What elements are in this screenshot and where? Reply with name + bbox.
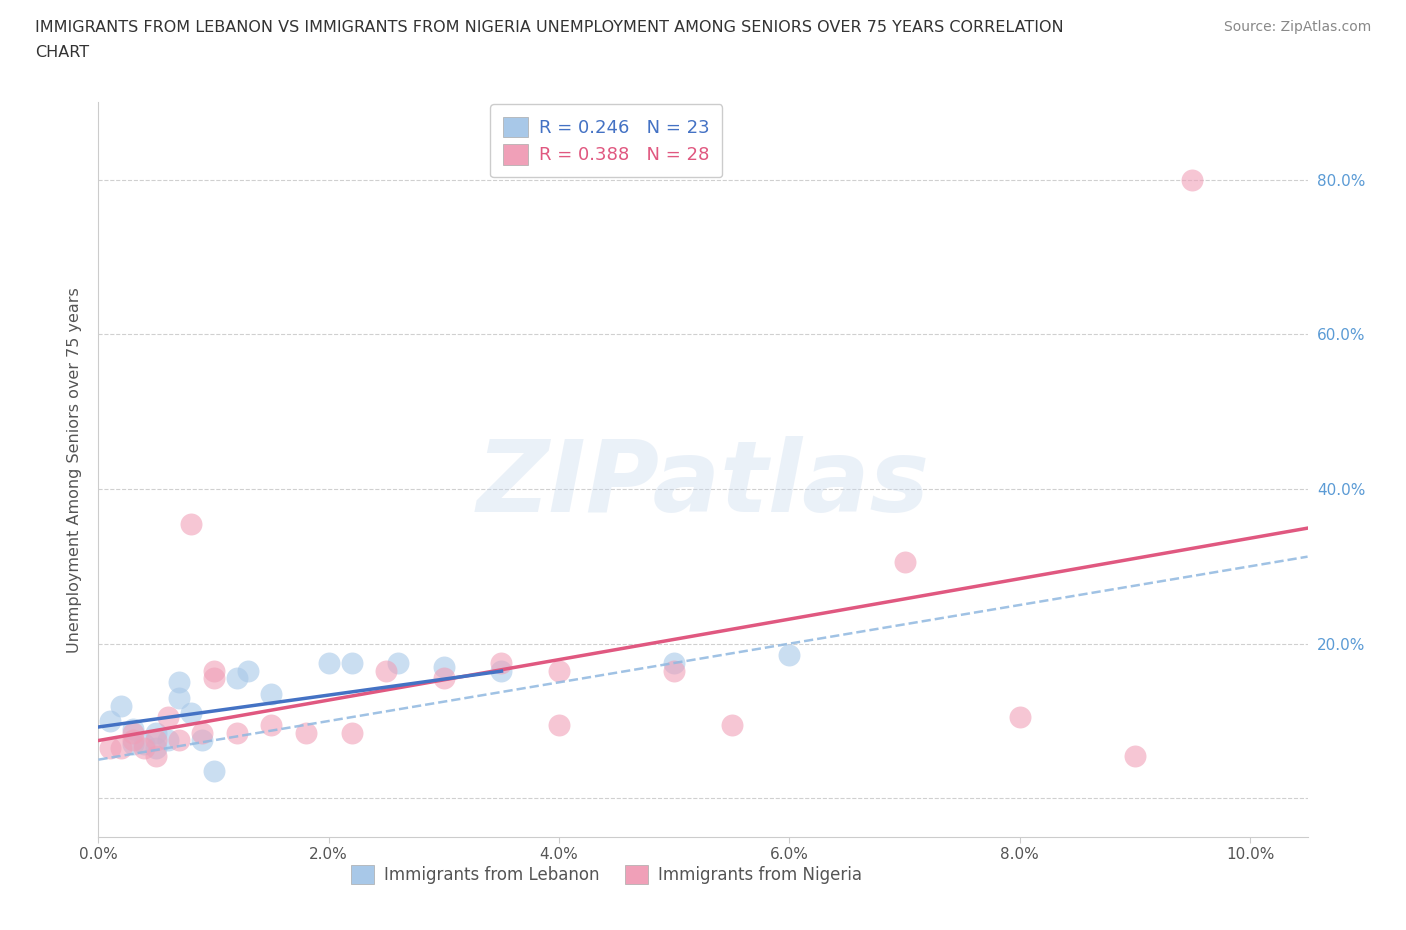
Point — [167, 690, 190, 705]
Point — [225, 671, 247, 686]
Point — [98, 740, 121, 755]
Point — [236, 663, 259, 678]
Point — [191, 725, 214, 740]
Point — [720, 717, 742, 732]
Point — [375, 663, 398, 678]
Point — [145, 740, 167, 755]
Point — [145, 749, 167, 764]
Point — [202, 764, 225, 778]
Point — [433, 659, 456, 674]
Point — [260, 717, 283, 732]
Point — [1123, 749, 1146, 764]
Point — [110, 698, 132, 713]
Point — [167, 733, 190, 748]
Y-axis label: Unemployment Among Seniors over 75 years: Unemployment Among Seniors over 75 years — [67, 286, 83, 653]
Point — [202, 663, 225, 678]
Point — [156, 733, 179, 748]
Point — [1181, 172, 1204, 187]
Point — [145, 733, 167, 748]
Point — [122, 722, 145, 737]
Point — [260, 686, 283, 701]
Point — [548, 717, 571, 732]
Point — [893, 555, 915, 570]
Text: IMMIGRANTS FROM LEBANON VS IMMIGRANTS FROM NIGERIA UNEMPLOYMENT AMONG SENIORS OV: IMMIGRANTS FROM LEBANON VS IMMIGRANTS FR… — [35, 20, 1064, 35]
Point — [318, 656, 340, 671]
Point — [491, 663, 513, 678]
Point — [122, 733, 145, 748]
Point — [180, 516, 202, 531]
Legend: Immigrants from Lebanon, Immigrants from Nigeria: Immigrants from Lebanon, Immigrants from… — [344, 858, 869, 891]
Point — [1008, 710, 1031, 724]
Point — [225, 725, 247, 740]
Point — [122, 725, 145, 740]
Point — [433, 671, 456, 686]
Point — [134, 740, 156, 755]
Text: CHART: CHART — [35, 45, 89, 60]
Point — [156, 710, 179, 724]
Point — [548, 663, 571, 678]
Text: ZIPatlas: ZIPatlas — [477, 436, 929, 533]
Point — [134, 737, 156, 751]
Point — [110, 740, 132, 755]
Point — [294, 725, 316, 740]
Point — [98, 713, 121, 728]
Point — [778, 648, 800, 663]
Point — [145, 725, 167, 740]
Point — [122, 737, 145, 751]
Point — [664, 656, 686, 671]
Point — [340, 725, 363, 740]
Point — [180, 706, 202, 721]
Text: Source: ZipAtlas.com: Source: ZipAtlas.com — [1223, 20, 1371, 34]
Point — [387, 656, 409, 671]
Point — [491, 656, 513, 671]
Point — [202, 671, 225, 686]
Point — [191, 733, 214, 748]
Point — [167, 675, 190, 690]
Point — [664, 663, 686, 678]
Point — [340, 656, 363, 671]
